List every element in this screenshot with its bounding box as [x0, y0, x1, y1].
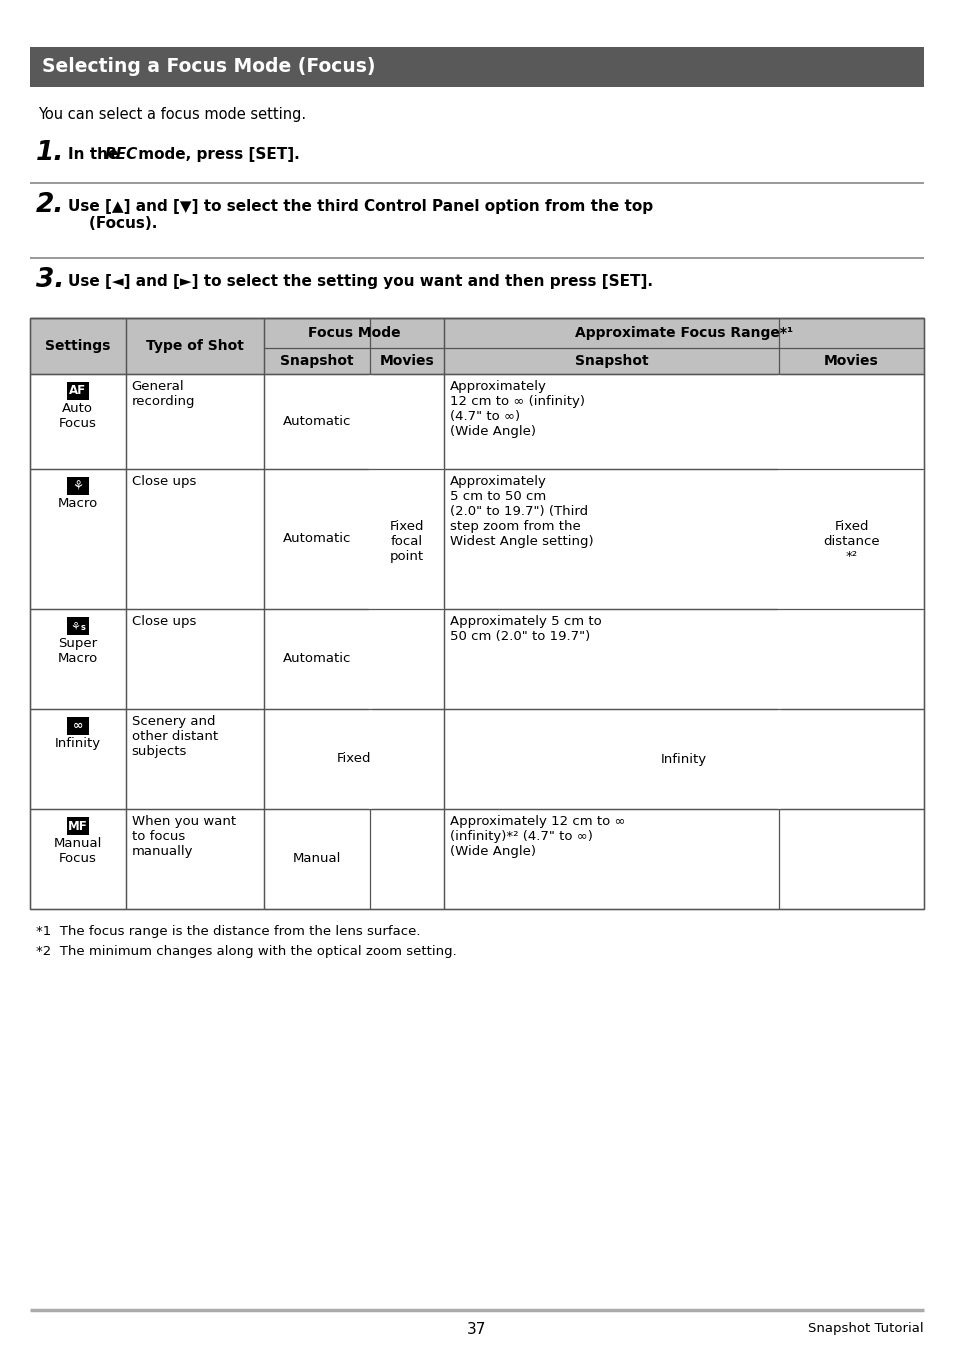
Text: Snapshot: Snapshot [574, 354, 648, 368]
Text: Macro: Macro [57, 497, 98, 510]
Bar [67, 383, 89, 400]
Text: Focus Mode: Focus Mode [308, 326, 400, 341]
Text: Use [▲] and [▼] to select the third Control Panel option from the top
    (Focus: Use [▲] and [▼] to select the third Cont… [68, 199, 653, 232]
Bar [67, 716, 89, 735]
Text: Fixed: Fixed [336, 753, 371, 765]
Text: When you want
to focus
manually: When you want to focus manually [132, 816, 235, 858]
Bar [67, 617, 89, 635]
Text: Close ups: Close ups [132, 615, 195, 628]
Bar [30, 318, 923, 375]
Text: 1.: 1. [36, 140, 64, 166]
Text: Approximately 5 cm to
50 cm (2.0" to 19.7"): Approximately 5 cm to 50 cm (2.0" to 19.… [450, 615, 601, 643]
Bar [30, 375, 923, 909]
Text: *2  The minimum changes along with the optical zoom setting.: *2 The minimum changes along with the op… [36, 944, 456, 958]
Text: General
recording: General recording [132, 380, 195, 408]
Bar [67, 478, 89, 495]
Bar [30, 47, 923, 87]
Text: Super
Macro: Super Macro [57, 636, 98, 665]
Text: Automatic: Automatic [282, 653, 351, 665]
Text: ∞: ∞ [72, 719, 83, 733]
Text: Automatic: Automatic [282, 532, 351, 546]
Text: Scenery and
other distant
subjects: Scenery and other distant subjects [132, 715, 217, 759]
Text: Close ups: Close ups [132, 475, 195, 489]
Text: Use [◄] and [►] to select the setting you want and then press [SET].: Use [◄] and [►] to select the setting yo… [68, 274, 652, 289]
Text: Settings: Settings [45, 339, 111, 353]
Text: REC: REC [105, 147, 138, 161]
Text: Snapshot: Snapshot [280, 354, 354, 368]
Text: Auto
Focus: Auto Focus [59, 402, 96, 430]
Text: Movies: Movies [823, 354, 878, 368]
Text: You can select a focus mode setting.: You can select a focus mode setting. [38, 107, 306, 122]
Text: 37: 37 [467, 1322, 486, 1337]
Bar [30, 318, 923, 909]
Text: Manual: Manual [293, 852, 341, 866]
Text: mode, press [SET].: mode, press [SET]. [132, 147, 299, 161]
Text: ⚘: ⚘ [72, 480, 83, 494]
Text: Selecting a Focus Mode (Focus): Selecting a Focus Mode (Focus) [42, 57, 375, 76]
Text: Type of Shot: Type of Shot [146, 339, 244, 353]
Text: Infinity: Infinity [54, 737, 101, 750]
Text: Approximately
12 cm to ∞ (infinity)
(4.7" to ∞)
(Wide Angle): Approximately 12 cm to ∞ (infinity) (4.7… [450, 380, 584, 438]
Text: Approximately
5 cm to 50 cm
(2.0" to 19.7") (Third
step zoom from the
Widest Ang: Approximately 5 cm to 50 cm (2.0" to 19.… [450, 475, 593, 548]
Text: Automatic: Automatic [282, 415, 351, 427]
Text: AF: AF [70, 384, 87, 398]
Bar [67, 817, 89, 835]
Text: Approximately 12 cm to ∞
(infinity)*² (4.7" to ∞)
(Wide Angle): Approximately 12 cm to ∞ (infinity)*² (4… [450, 816, 625, 858]
Text: 3.: 3. [36, 267, 64, 293]
Text: Movies: Movies [379, 354, 434, 368]
Text: Manual
Focus: Manual Focus [53, 837, 102, 864]
Text: Infinity: Infinity [660, 753, 706, 765]
Text: *1  The focus range is the distance from the lens surface.: *1 The focus range is the distance from … [36, 925, 420, 938]
Text: Snapshot Tutorial: Snapshot Tutorial [807, 1322, 923, 1335]
Text: 2.: 2. [36, 191, 64, 218]
Text: s: s [80, 623, 85, 632]
Text: Fixed
distance
*²: Fixed distance *² [822, 520, 879, 563]
Text: MF: MF [68, 820, 88, 832]
Text: In the: In the [68, 147, 124, 161]
Text: ⚘: ⚘ [71, 622, 81, 632]
Text: Approximate Focus Range*¹: Approximate Focus Range*¹ [575, 326, 792, 341]
Text: Fixed
focal
point: Fixed focal point [389, 520, 424, 563]
